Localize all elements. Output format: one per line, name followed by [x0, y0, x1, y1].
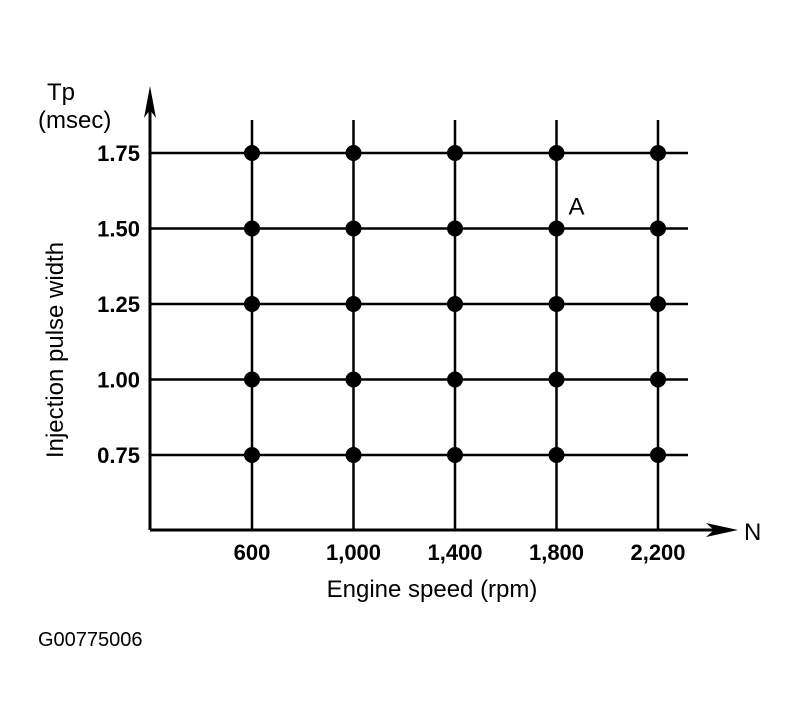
x-tick-label: 1,000: [326, 540, 381, 565]
x-axis-label: Engine speed (rpm): [327, 576, 538, 603]
data-point: [548, 296, 565, 312]
y-tick-label: 1.25: [97, 292, 140, 317]
x-axis-arrow: [706, 523, 738, 537]
data-point: [650, 220, 666, 237]
y-tick-label: 1.75: [97, 141, 140, 166]
data-point: [650, 145, 666, 161]
data-point: [244, 220, 260, 237]
data-point: [548, 447, 565, 463]
x-tick-label: 1,800: [529, 540, 584, 565]
data-point: [447, 296, 463, 312]
y-tick-label: 1.00: [97, 368, 140, 393]
y-axis-unit: (msec): [38, 107, 111, 134]
x-tick-label: 1,400: [427, 540, 482, 565]
data-point: [548, 371, 565, 388]
y-axis-label: Injection pulse width: [42, 242, 69, 458]
y-axis-arrow: [144, 86, 156, 118]
data-point: [244, 371, 260, 388]
data-point: [345, 371, 362, 388]
data-point: [244, 296, 260, 312]
data-point: [345, 447, 362, 463]
data-point: [345, 220, 362, 237]
data-point: [447, 447, 463, 463]
data-point: [244, 145, 260, 161]
data-point: [650, 447, 666, 463]
data-point: [447, 371, 463, 388]
data-point: [548, 220, 565, 237]
y-tick-label: 1.50: [97, 217, 140, 242]
x-tick-label: 600: [234, 540, 271, 565]
data-point: [244, 447, 260, 463]
annotation-label: A: [569, 194, 585, 221]
data-point: [650, 371, 666, 388]
x-axis-symbol: N: [744, 519, 761, 546]
x-tick-label: 2,200: [630, 540, 685, 565]
data-point: [447, 220, 463, 237]
data-point: [447, 145, 463, 161]
y-axis-symbol: Tp: [47, 79, 75, 106]
y-tick-label: 0.75: [97, 443, 140, 468]
data-point: [345, 296, 362, 312]
data-point: [650, 296, 666, 312]
data-point: [548, 145, 565, 161]
data-point: [345, 145, 362, 161]
figure-id: G00775006: [38, 629, 143, 651]
